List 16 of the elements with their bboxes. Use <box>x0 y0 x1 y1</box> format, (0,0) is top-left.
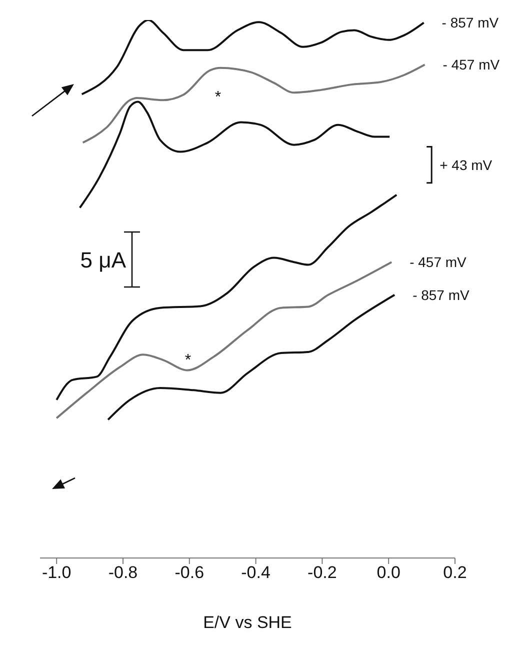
x-tick-label: -1.0 <box>42 563 72 582</box>
text: + 43 mV <box>440 156 493 173</box>
x-tick-label: -0.2 <box>308 563 337 582</box>
series-label: - 457 mV <box>410 254 468 270</box>
x-tick-label: 0.2 <box>443 563 467 582</box>
series-label: - 857 mV <box>412 286 470 303</box>
x-axis-title: E/V vs SHE <box>203 613 292 632</box>
annotation: * <box>214 89 222 106</box>
x-tick-label: -0.8 <box>108 563 138 582</box>
annotation: 5 μA <box>80 248 126 272</box>
x-tick-label: -0.4 <box>241 563 270 582</box>
x-tick-label: -0.6 <box>174 563 204 582</box>
annotation: * <box>184 352 192 369</box>
series-label: - 457 mV <box>442 56 500 73</box>
series-label: - 857 mV <box>442 14 500 31</box>
x-tick-label: 0.0 <box>376 563 400 582</box>
